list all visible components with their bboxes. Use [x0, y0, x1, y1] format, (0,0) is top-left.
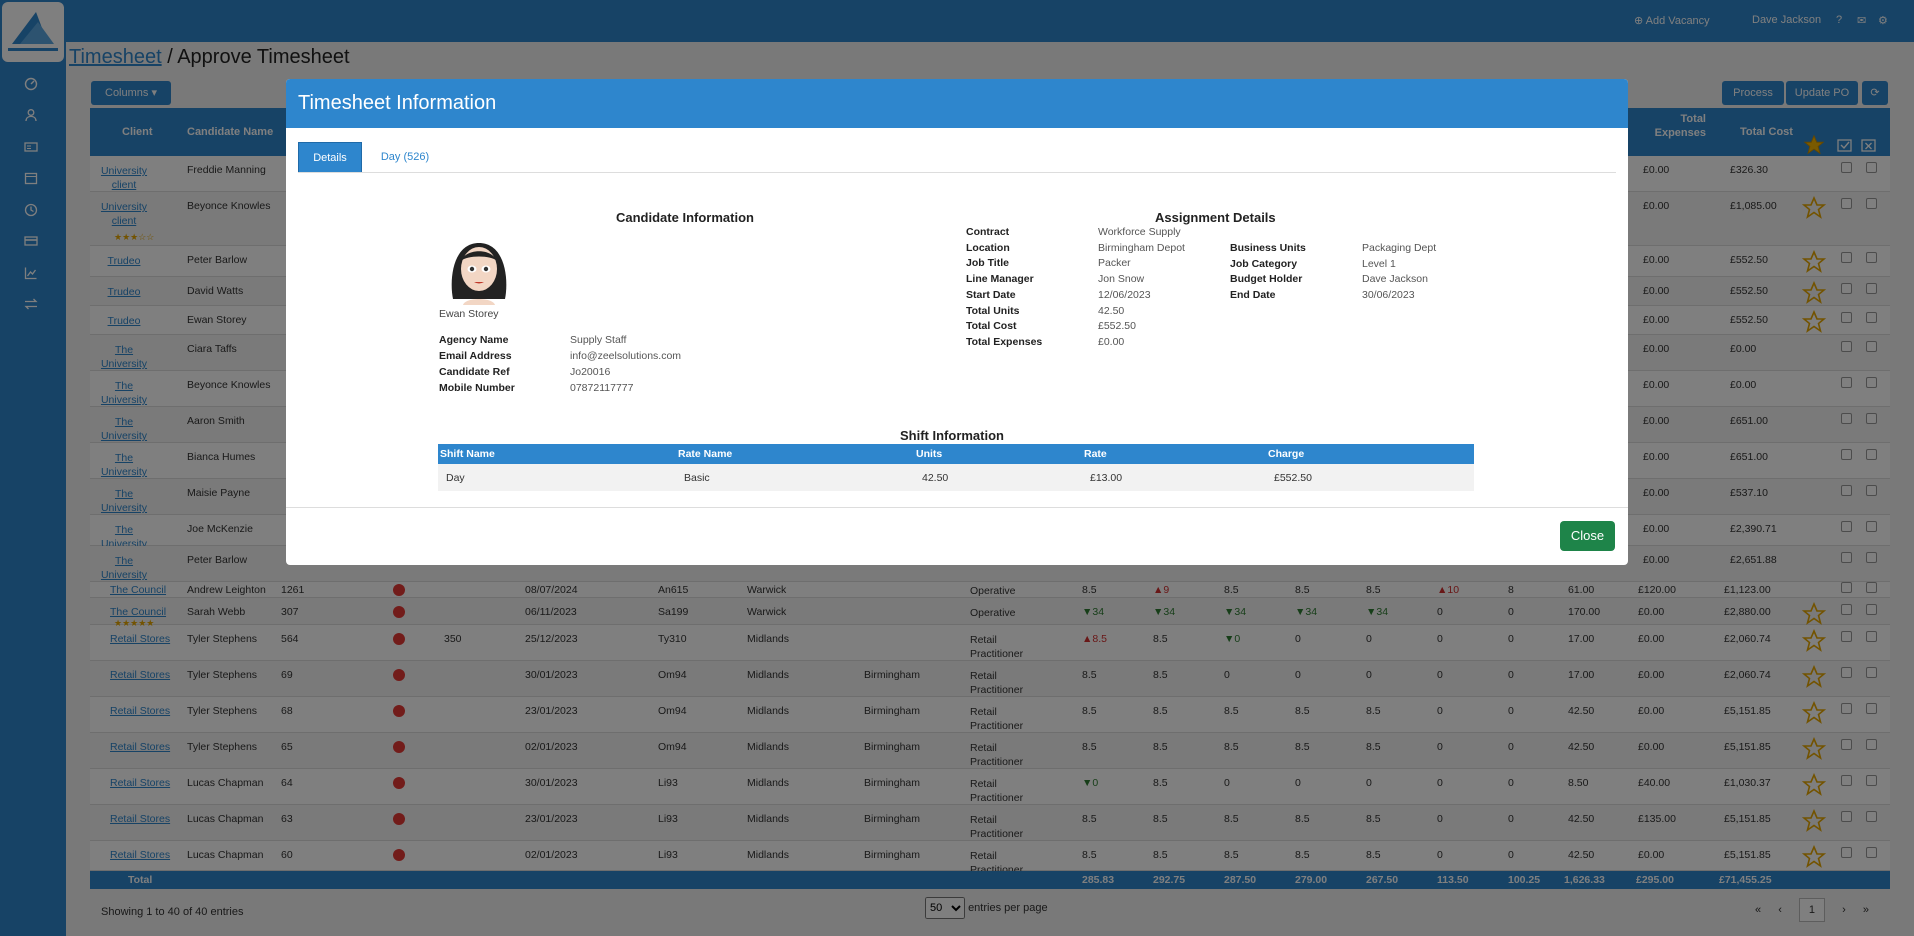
- shift-table-header: Shift Name Rate Name Units Rate Charge: [438, 444, 1474, 464]
- assignment-details-title: Assignment Details: [1155, 210, 1276, 225]
- candidate-avatar: [451, 243, 507, 305]
- candidate-field-value: info@zeelsolutions.com: [570, 350, 682, 362]
- shift-col-units: Units: [916, 448, 943, 460]
- assignment-field-value: Packaging Dept: [1362, 242, 1437, 254]
- shift-table-row: Day Basic 42.50 £13.00 £552.50: [438, 464, 1474, 491]
- assignment-field-label: Budget Holder: [1230, 273, 1303, 286]
- shift-col-rate: Rate: [1084, 448, 1107, 460]
- candidate-field-value: Supply Staff: [570, 334, 627, 346]
- timesheet-info-modal: Timesheet Information Details Day (526) …: [286, 79, 1628, 565]
- assignment-field-label: End Date: [1230, 289, 1276, 302]
- shift-rate: £13.00: [1090, 472, 1123, 484]
- assignment-field-value: Packer: [1098, 257, 1131, 270]
- shift-col-name: Shift Name: [440, 448, 495, 460]
- modal-footer: [286, 507, 1628, 508]
- assignment-field-value: £552.50: [1098, 320, 1136, 333]
- assignment-field-label: Line Manager: [966, 273, 1034, 286]
- candidate-field-value: 07872117777: [570, 382, 634, 394]
- assignment-field-label: Job Title: [966, 257, 1009, 270]
- shift-charge: £552.50: [1274, 472, 1312, 484]
- assignment-field-value: Workforce Supply: [1098, 226, 1181, 238]
- shift-col-charge: Charge: [1268, 448, 1305, 460]
- assignment-field-label: Start Date: [966, 288, 1016, 301]
- candidate-field-label: Mobile Number: [439, 382, 515, 394]
- shift-units: 42.50: [922, 472, 949, 484]
- candidate-field-label: Candidate Ref: [439, 366, 510, 378]
- assignment-field-label: Business Units: [1230, 242, 1306, 254]
- close-button[interactable]: Close: [1560, 521, 1615, 551]
- shift-rate-name: Basic: [684, 472, 710, 484]
- tab-day[interactable]: Day (526): [380, 151, 430, 163]
- candidate-name: Ewan Storey: [439, 308, 499, 320]
- assignment-field-label: Total Cost: [966, 320, 1017, 333]
- assignment-field-label: Contract: [966, 226, 1010, 238]
- shift-col-rate-name: Rate Name: [678, 448, 733, 460]
- tab-details[interactable]: Details: [298, 142, 362, 173]
- assignment-field-value: £0.00: [1098, 335, 1125, 348]
- candidate-field-label: Agency Name: [439, 334, 509, 346]
- shift-info-title: Shift Information: [900, 428, 1004, 443]
- candidate-info-title: Candidate Information: [616, 210, 754, 225]
- assignment-field-label: Location: [966, 241, 1010, 254]
- tab-divider: [298, 172, 1616, 173]
- assignment-field-value: Birmingham Depot: [1098, 241, 1185, 254]
- assignment-field-value: 12/06/2023: [1098, 288, 1151, 301]
- assignment-field-value: Jon Snow: [1098, 273, 1145, 286]
- assignment-field-value: Dave Jackson: [1362, 273, 1428, 286]
- assignment-field-value: Level 1: [1362, 257, 1396, 270]
- candidate-field-value: Jo20016: [570, 366, 611, 378]
- assignment-field-label: Total Expenses: [966, 335, 1043, 348]
- candidate-field-label: Email Address: [439, 350, 512, 362]
- modal-header: Timesheet Information: [286, 79, 1628, 128]
- assignment-field-label: Total Units: [966, 304, 1020, 317]
- shift-name: Day: [446, 472, 465, 484]
- assignment-field-value: 30/06/2023: [1362, 289, 1415, 302]
- assignment-field-label: Job Category: [1230, 257, 1298, 270]
- assignment-field-value: 42.50: [1098, 304, 1125, 317]
- modal-title: Timesheet Information: [298, 92, 497, 114]
